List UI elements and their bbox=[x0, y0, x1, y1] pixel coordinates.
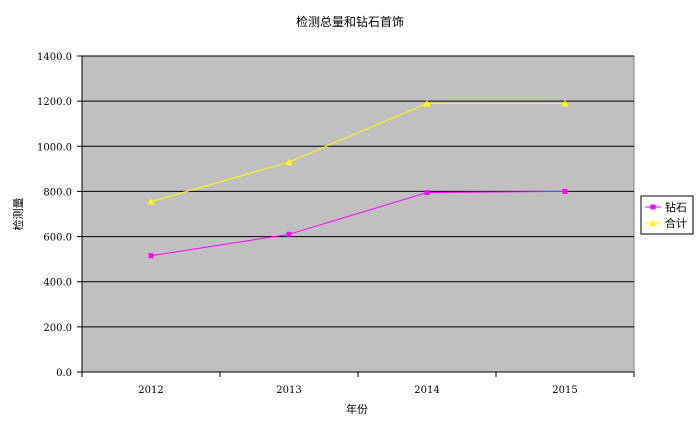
series-group bbox=[147, 99, 569, 259]
x-axis-label: 年份 bbox=[346, 402, 368, 416]
x-tick-label: 2015 bbox=[552, 385, 577, 396]
series-1 bbox=[148, 188, 568, 259]
data-point bbox=[562, 188, 568, 194]
data-point bbox=[285, 158, 293, 166]
y-tick-label: 400.0 bbox=[43, 278, 72, 289]
data-point bbox=[561, 99, 569, 107]
legend-box bbox=[640, 195, 694, 235]
chart-title: 检测总量和钻石首饰 bbox=[296, 14, 404, 29]
y-tick-label: 1400.0 bbox=[37, 52, 72, 63]
y-tick-label: 1000.0 bbox=[37, 142, 72, 153]
y-tick-label: 0.0 bbox=[56, 368, 72, 379]
series-line bbox=[150, 190, 566, 257]
x-tick-label: 2013 bbox=[276, 385, 301, 396]
legend-marker bbox=[650, 204, 656, 210]
x-tick-label: 2014 bbox=[414, 385, 439, 396]
y-tick-label: 800.0 bbox=[43, 187, 72, 198]
x-tick-label: 2012 bbox=[138, 385, 163, 396]
y-tick-labels: 0.0 200.0 400.0 600.0 800.0 1000.0 1200.0 1400.… bbox=[37, 52, 72, 379]
y-axis-label: 检测量 bbox=[11, 198, 25, 231]
y-tick-label: 1200.0 bbox=[37, 97, 72, 108]
y-tick-label: 200.0 bbox=[43, 323, 72, 334]
plot-area bbox=[81, 55, 635, 373]
legend-label: 合计 bbox=[665, 216, 687, 230]
legend-label: 钻石 bbox=[665, 200, 687, 214]
data-point bbox=[424, 190, 430, 196]
data-point bbox=[286, 231, 292, 237]
y-tick-label: 600.0 bbox=[43, 233, 72, 244]
data-point bbox=[148, 253, 154, 259]
series-2 bbox=[147, 99, 569, 205]
legend-marker bbox=[649, 219, 657, 226]
x-tick-labels: 2012 2013 2014 2015 bbox=[138, 385, 577, 396]
series-line bbox=[150, 102, 565, 203]
axes bbox=[77, 55, 635, 377]
data-point bbox=[423, 99, 431, 107]
data-point bbox=[147, 198, 155, 205]
